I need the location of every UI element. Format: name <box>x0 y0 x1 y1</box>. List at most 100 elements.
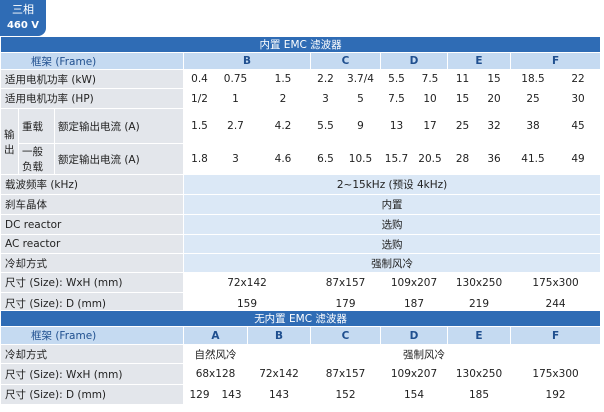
frame-header: B <box>247 326 311 345</box>
value-cell: 选购 <box>182 234 602 254</box>
row-label: 重载 <box>18 108 55 144</box>
table-row: 冷却方式 自然风冷 强制风冷 <box>0 344 602 364</box>
value-cell: 87x157 <box>310 272 381 293</box>
value-cell: 143 <box>247 384 311 405</box>
value-cell: 1 <box>215 88 256 109</box>
spec-table-emc: 内置 EMC 滤波器 框架 (Frame) B C D E F 适用电机功率 (kW) 0.4 0… <box>0 36 602 315</box>
frame-header: D <box>380 326 448 345</box>
table-row: 刹车晶体 内置 <box>0 194 602 215</box>
value-cell: 25 <box>447 108 478 144</box>
value-cell: 45 <box>554 108 602 144</box>
value-cell: 30 <box>554 88 602 109</box>
value-cell: 20.5 <box>412 143 448 175</box>
value-cell: 强制风冷 <box>246 344 602 364</box>
row-label: DC reactor <box>0 214 184 235</box>
badge: 三相 460 V <box>0 0 46 36</box>
row-label: 额定输出电流 (A) <box>54 108 184 144</box>
value-cell: 1/2 <box>183 88 216 109</box>
row-label: 尺寸 (Size): D (mm) <box>0 384 184 405</box>
value-cell: 72x142 <box>183 272 311 293</box>
value-cell: 4.2 <box>255 108 311 144</box>
frame-header: F <box>509 52 602 70</box>
row-label: 额定输出电流 (A) <box>54 143 184 175</box>
table-row: 输出 重载 额定输出电流 (A) 1.5 2.7 4.2 5.5 9 13 17 25 32 38 45 <box>0 108 602 175</box>
badge-line2: 460 V <box>6 20 40 31</box>
value-cell: 强制风冷 <box>182 253 602 273</box>
value-cell: 10 <box>412 88 448 109</box>
value-cell: 2~15kHz (预设 4kHz) <box>182 174 602 195</box>
table-row: 尺寸 (Size): D (mm) 159 179 187 219 244 <box>0 292 602 315</box>
section-title: 无内置 EMC 滤波器 <box>0 310 602 327</box>
frame-header: A <box>183 326 248 345</box>
table-row: 框架 (Frame) B C D E F <box>0 52 602 70</box>
value-cell: 18.5 <box>510 69 556 89</box>
value-cell: 0.75 <box>215 69 256 89</box>
table-row: 无内置 EMC 滤波器 <box>0 310 602 327</box>
value-cell: 15.7 <box>380 143 413 175</box>
value-cell: 2 <box>255 88 311 109</box>
table-row: 载波频率 (kHz) 2~15kHz (预设 4kHz) <box>0 174 602 195</box>
value-cell: 32 <box>477 108 511 144</box>
row-label: AC reactor <box>0 234 184 254</box>
row-label: 尺寸 (Size): WxH (mm) <box>0 272 184 293</box>
spec-table-no-emc: 无内置 EMC 滤波器 框架 (Frame) A B C D E F 冷却方式 自然风冷 强制风冷尺… <box>0 310 602 405</box>
value-cell: 3.7/4 <box>340 69 381 89</box>
value-cell: 130x250 <box>447 363 511 385</box>
frame-header: F <box>509 326 602 345</box>
value-cell: 109x207 <box>380 363 448 385</box>
table-row: 内置 EMC 滤波器 <box>0 36 602 53</box>
value-cell: 3 <box>215 143 256 175</box>
value-cell: 10.5 <box>340 143 381 175</box>
value-cell: 1.5 <box>183 108 216 144</box>
value-cell: 13 <box>380 108 413 144</box>
table-row: 一般负载 额定输出电流 (A) 1.8 3 4.6 6.5 10.5 15.7 20.5 28 36… <box>1 143 602 175</box>
frame-header: E <box>447 52 511 70</box>
value-cell: 68x128 <box>183 363 248 385</box>
table-row: 适用电机功率 (kW) 0.4 0.75 1.5 2.2 3.7/4 5.5 7.5 11 15 1… <box>0 69 602 89</box>
value-cell: 175x300 <box>509 363 602 385</box>
value-cell: 109x207 <box>380 272 448 293</box>
value-cell: 6.5 <box>310 143 341 175</box>
value-cell: 49 <box>554 143 602 175</box>
row-label: 尺寸 (Size): D (mm) <box>0 292 184 315</box>
value-cell: 5.5 <box>310 108 341 144</box>
table-row: DC reactor 选购 <box>0 214 602 235</box>
value-cell: 2.2 <box>310 69 341 89</box>
value-cell: 2.7 <box>215 108 256 144</box>
value-cell: 38 <box>510 108 556 144</box>
table-row: 尺寸 (Size): WxH (mm) 72x142 87x157 109x207 13… <box>0 272 602 293</box>
value-cell: 15 <box>477 69 511 89</box>
value-cell: 154 <box>380 384 448 405</box>
value-cell: 1.5 <box>255 69 311 89</box>
row-label: 刹车晶体 <box>0 194 184 215</box>
header-label: 框架 (Frame) <box>0 326 184 345</box>
row-label: 冷却方式 <box>0 344 184 364</box>
row-label: 一般负载 <box>18 143 55 175</box>
value-cell: 自然风冷 <box>183 344 248 364</box>
row-label: 输出 <box>0 108 19 175</box>
frame-header: D <box>380 52 448 70</box>
value-cell: 选购 <box>182 214 602 235</box>
row-label: 载波频率 (kHz) <box>0 174 184 195</box>
value-cell: 36 <box>477 143 511 175</box>
row-label: 适用电机功率 (HP) <box>0 88 184 109</box>
value-cell: 9 <box>340 108 381 144</box>
value-cell: 22 <box>554 69 602 89</box>
value-cell: 20 <box>477 88 511 109</box>
value-cell: 15 <box>447 88 478 109</box>
table-row: 适用电机功率 (HP) 1/2 1 2 3 5 7.5 10 15 20 25 30 <box>0 88 602 109</box>
table-row: 尺寸 (Size): D (mm) 129 143 143 152 154 185 192 <box>0 384 602 405</box>
value-cell: 130x250 <box>447 272 511 293</box>
value-cell: 129 <box>183 384 216 405</box>
value-cell: 143 <box>215 384 248 405</box>
value-cell: 72x142 <box>247 363 311 385</box>
frame-header: E <box>447 326 511 345</box>
table-row: 尺寸 (Size): WxH (mm) 68x128 72x142 87x157 109… <box>0 363 602 385</box>
value-cell: 185 <box>447 384 511 405</box>
value-cell: 244 <box>509 292 602 315</box>
value-cell: 1.8 <box>183 143 216 175</box>
value-cell: 5 <box>340 88 381 109</box>
frame-header: B <box>183 52 311 70</box>
value-cell: 25 <box>510 88 556 109</box>
